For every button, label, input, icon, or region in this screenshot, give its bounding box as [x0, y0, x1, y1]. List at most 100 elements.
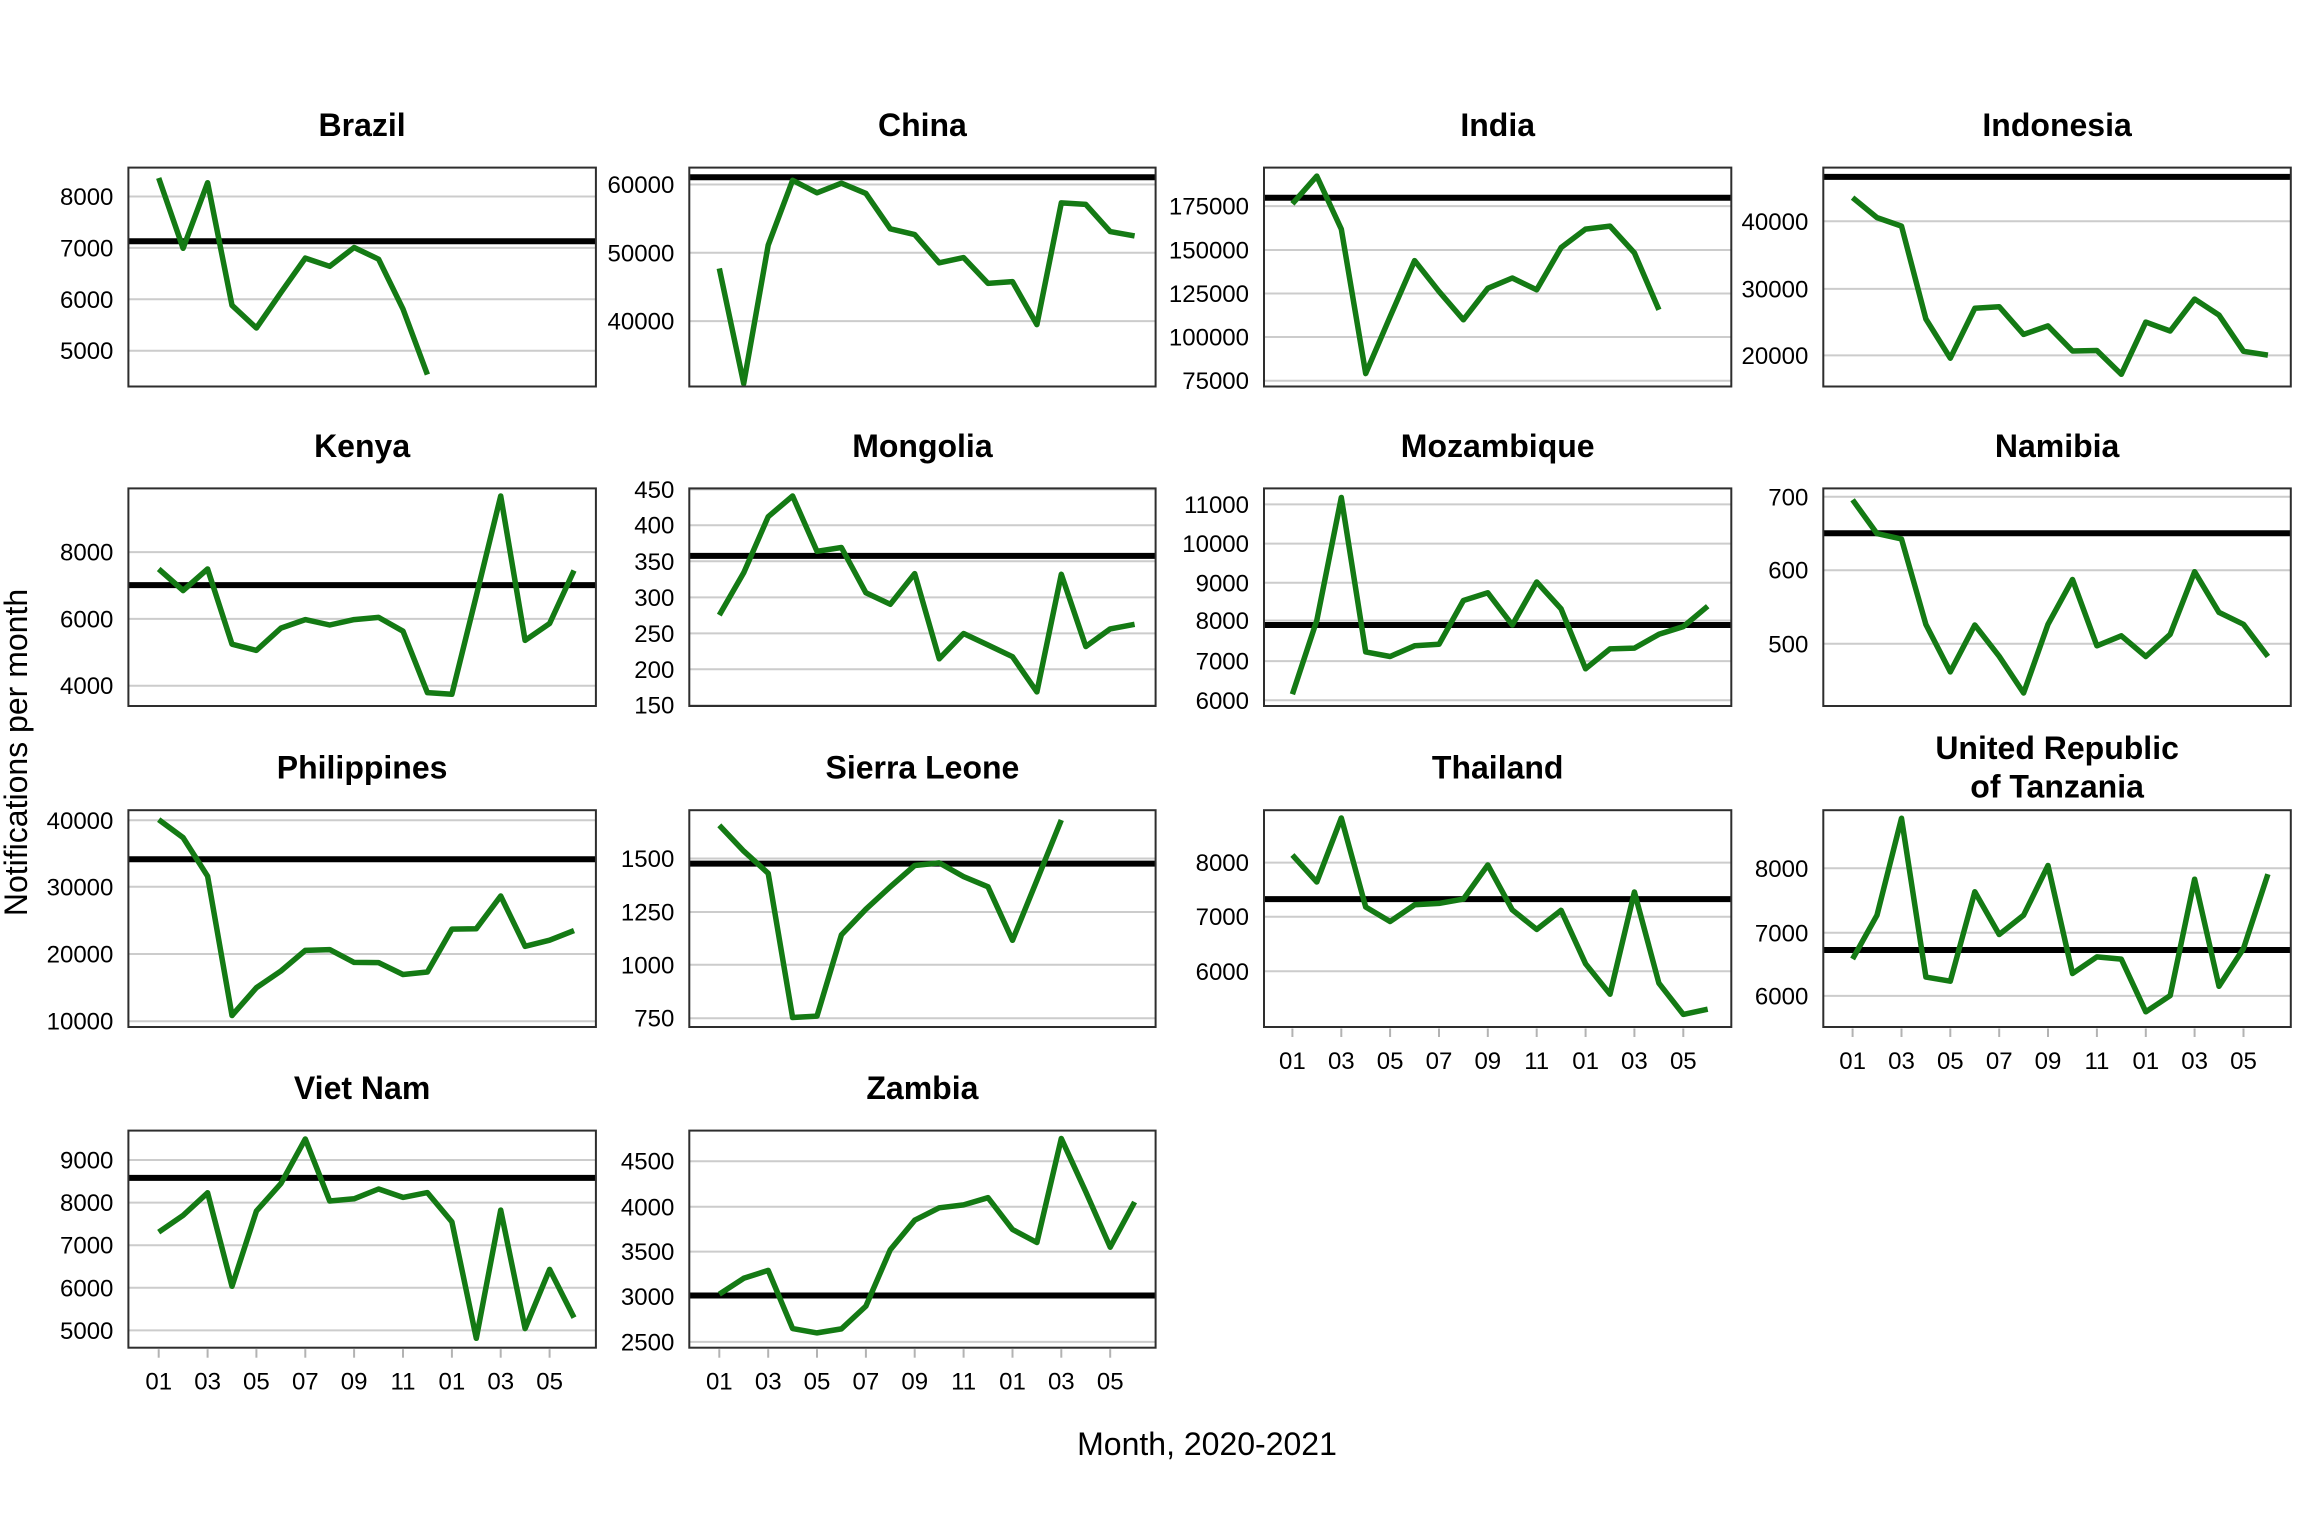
- svg-text:09: 09: [901, 1369, 928, 1396]
- svg-text:07: 07: [1426, 1048, 1453, 1075]
- svg-text:05: 05: [1670, 1048, 1697, 1075]
- svg-text:8000: 8000: [1196, 608, 1249, 635]
- svg-text:1000: 1000: [621, 952, 674, 979]
- svg-text:01: 01: [1279, 1048, 1306, 1075]
- svg-text:09: 09: [341, 1369, 368, 1396]
- svg-text:03: 03: [487, 1369, 514, 1396]
- svg-text:8000: 8000: [60, 184, 113, 211]
- svg-text:China: China: [878, 107, 967, 143]
- svg-text:500: 500: [1768, 631, 1808, 658]
- svg-text:01: 01: [1839, 1048, 1866, 1075]
- svg-text:05: 05: [536, 1369, 563, 1396]
- svg-text:750: 750: [634, 1006, 674, 1033]
- svg-text:05: 05: [1097, 1369, 1124, 1396]
- svg-text:01: 01: [2132, 1048, 2159, 1075]
- svg-text:125000: 125000: [1169, 281, 1249, 308]
- svg-text:Mongolia: Mongolia: [852, 428, 993, 464]
- svg-text:01: 01: [145, 1369, 172, 1396]
- svg-text:07: 07: [853, 1369, 880, 1396]
- svg-text:10000: 10000: [1182, 531, 1249, 558]
- svg-text:350: 350: [634, 549, 674, 576]
- svg-text:6000: 6000: [1196, 959, 1249, 986]
- svg-text:300: 300: [634, 585, 674, 612]
- svg-text:03: 03: [1048, 1369, 1075, 1396]
- svg-text:Month, 2020-2021: Month, 2020-2021: [1077, 1426, 1337, 1462]
- svg-text:Namibia: Namibia: [1995, 428, 2120, 464]
- svg-text:6000: 6000: [1196, 688, 1249, 715]
- svg-text:150: 150: [634, 693, 674, 720]
- svg-text:Kenya: Kenya: [314, 428, 410, 464]
- svg-text:200: 200: [634, 657, 674, 684]
- svg-text:07: 07: [1986, 1048, 2013, 1075]
- svg-text:6000: 6000: [60, 287, 113, 314]
- svg-text:600: 600: [1768, 558, 1808, 585]
- svg-text:8000: 8000: [1196, 850, 1249, 877]
- svg-text:7000: 7000: [1755, 920, 1808, 947]
- svg-text:6000: 6000: [1755, 983, 1808, 1010]
- svg-text:75000: 75000: [1182, 368, 1249, 395]
- svg-text:5000: 5000: [60, 338, 113, 365]
- svg-text:11: 11: [951, 1369, 976, 1396]
- svg-text:7000: 7000: [1196, 904, 1249, 931]
- svg-text:1500: 1500: [621, 846, 674, 873]
- svg-text:5000: 5000: [60, 1318, 113, 1345]
- svg-text:3500: 3500: [621, 1239, 674, 1266]
- svg-text:20000: 20000: [1742, 343, 1809, 370]
- svg-text:India: India: [1460, 107, 1535, 143]
- svg-text:40000: 40000: [47, 808, 114, 835]
- svg-text:8000: 8000: [60, 540, 113, 567]
- svg-text:10000: 10000: [47, 1009, 114, 1036]
- svg-text:250: 250: [634, 621, 674, 648]
- svg-text:100000: 100000: [1169, 325, 1249, 352]
- svg-text:Viet Nam: Viet Nam: [294, 1070, 430, 1106]
- svg-text:01: 01: [706, 1369, 733, 1396]
- svg-text:40000: 40000: [608, 309, 675, 336]
- svg-text:40000: 40000: [1742, 209, 1809, 236]
- svg-text:05: 05: [804, 1369, 831, 1396]
- svg-text:50000: 50000: [608, 240, 675, 267]
- svg-text:9000: 9000: [60, 1148, 113, 1175]
- svg-text:150000: 150000: [1169, 238, 1249, 265]
- svg-text:01: 01: [439, 1369, 466, 1396]
- svg-text:30000: 30000: [1742, 276, 1809, 303]
- svg-text:4500: 4500: [621, 1149, 674, 1176]
- svg-text:03: 03: [1888, 1048, 1915, 1075]
- svg-text:4000: 4000: [621, 1194, 674, 1221]
- svg-text:1250: 1250: [621, 900, 674, 927]
- svg-text:03: 03: [194, 1369, 221, 1396]
- svg-text:4000: 4000: [60, 673, 113, 700]
- svg-text:03: 03: [2181, 1048, 2208, 1075]
- svg-text:11: 11: [391, 1369, 416, 1396]
- svg-text:03: 03: [1621, 1048, 1648, 1075]
- svg-text:3000: 3000: [621, 1284, 674, 1311]
- svg-text:Mozambique: Mozambique: [1401, 428, 1595, 464]
- svg-text:11: 11: [2084, 1048, 2109, 1075]
- svg-text:05: 05: [1377, 1048, 1404, 1075]
- svg-text:60000: 60000: [608, 172, 675, 199]
- svg-text:Notifications per month: Notifications per month: [0, 589, 34, 916]
- svg-text:09: 09: [1474, 1048, 1501, 1075]
- svg-text:07: 07: [292, 1369, 319, 1396]
- svg-text:05: 05: [2230, 1048, 2257, 1075]
- svg-text:11000: 11000: [1184, 492, 1249, 519]
- svg-text:05: 05: [1937, 1048, 1964, 1075]
- svg-text:175000: 175000: [1169, 194, 1249, 221]
- svg-text:Sierra Leone: Sierra Leone: [825, 750, 1019, 786]
- svg-text:11: 11: [1524, 1048, 1549, 1075]
- svg-text:20000: 20000: [47, 942, 114, 969]
- svg-text:09: 09: [2035, 1048, 2062, 1075]
- svg-text:400: 400: [634, 513, 674, 540]
- svg-text:450: 450: [634, 477, 674, 504]
- svg-text:8000: 8000: [60, 1190, 113, 1217]
- svg-text:Zambia: Zambia: [866, 1070, 978, 1106]
- svg-text:9000: 9000: [1196, 570, 1249, 597]
- svg-text:Thailand: Thailand: [1432, 750, 1564, 786]
- svg-text:Philippines: Philippines: [277, 750, 448, 786]
- svg-text:05: 05: [243, 1369, 270, 1396]
- svg-text:7000: 7000: [60, 235, 113, 262]
- svg-text:03: 03: [1328, 1048, 1355, 1075]
- svg-text:Indonesia: Indonesia: [1982, 107, 2132, 143]
- svg-text:Brazil: Brazil: [319, 107, 406, 143]
- svg-text:United Republic: United Republic: [1935, 730, 2179, 766]
- svg-text:2500: 2500: [621, 1329, 674, 1356]
